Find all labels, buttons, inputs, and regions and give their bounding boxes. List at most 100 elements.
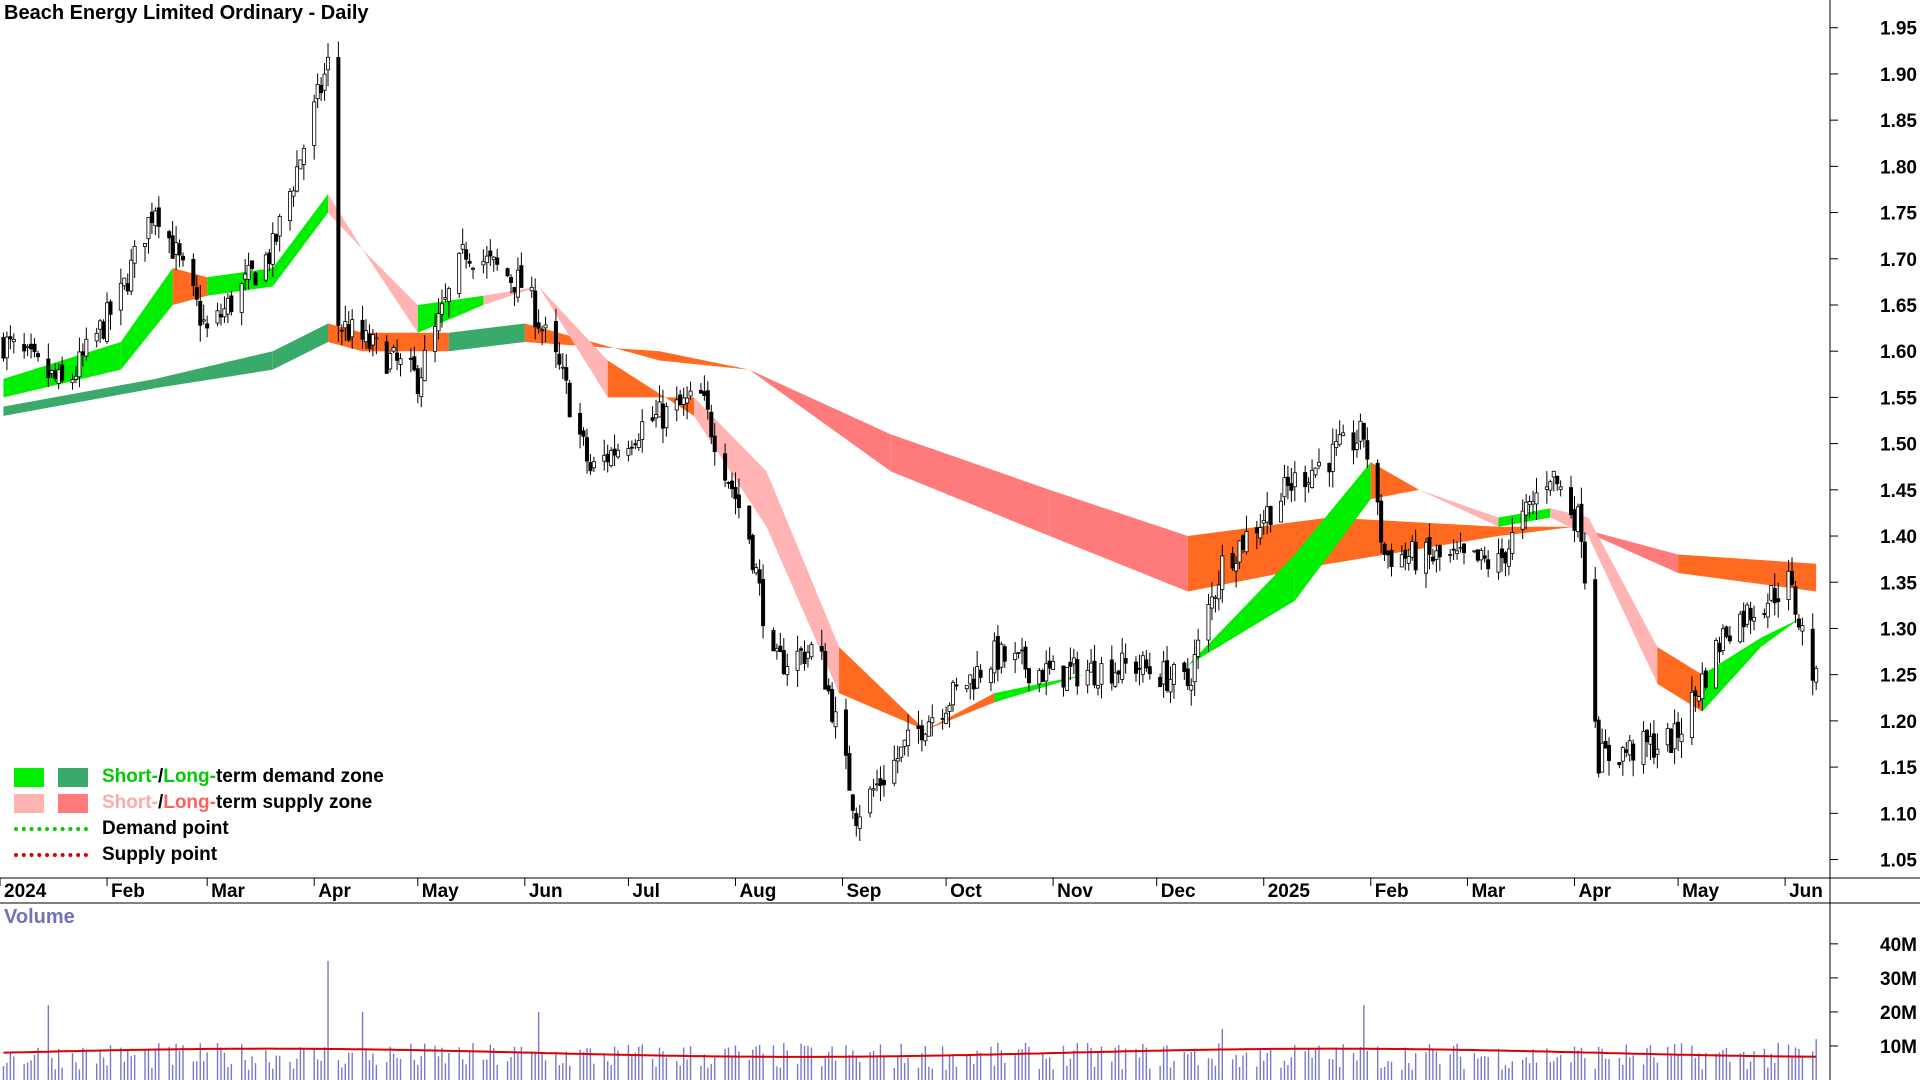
candle-body xyxy=(457,252,462,294)
candle-body xyxy=(995,635,1000,670)
long-term-zone-segment xyxy=(659,351,750,370)
candle-body xyxy=(253,272,258,286)
long-demand-swatch xyxy=(58,767,88,787)
short-term-zone-segment xyxy=(1760,619,1799,647)
candle-body xyxy=(1051,661,1056,670)
candle-body xyxy=(1472,550,1477,553)
y-tick-label: 1.05 xyxy=(1880,851,1917,872)
candle-body xyxy=(412,356,417,371)
candle-body xyxy=(1524,501,1529,516)
candle-body xyxy=(674,399,679,411)
candle-body xyxy=(629,446,634,449)
x-tick-label: Jul xyxy=(632,881,659,902)
legend-supply-rest: term supply zone xyxy=(215,792,373,813)
candle-body xyxy=(395,352,400,361)
candle-body xyxy=(1534,492,1539,505)
candle-body xyxy=(1769,585,1774,601)
y-tick-label: 1.95 xyxy=(1880,19,1917,40)
candle-body xyxy=(53,369,58,379)
candle-body xyxy=(312,101,317,146)
candle-body xyxy=(1696,696,1701,702)
candle-body xyxy=(1544,486,1549,490)
short-term-zone-segment xyxy=(272,194,329,287)
candle-body xyxy=(246,264,251,280)
candle-body xyxy=(1655,748,1660,755)
short-term-zone-segment xyxy=(120,268,173,370)
candle-body xyxy=(1237,540,1242,563)
candle-body xyxy=(923,733,928,742)
candle-body xyxy=(1037,670,1042,685)
candle-body xyxy=(616,449,621,458)
candle-body xyxy=(1765,602,1770,618)
candle-body xyxy=(906,729,911,747)
candle-body xyxy=(1075,659,1080,687)
candle-body xyxy=(685,397,690,404)
candle-body xyxy=(1569,487,1574,516)
candle-body xyxy=(153,210,158,227)
candle-body xyxy=(170,235,175,259)
candle-body xyxy=(1427,537,1432,555)
candle-body xyxy=(1116,670,1121,675)
candle-body xyxy=(198,300,203,326)
candle-body xyxy=(1603,740,1608,749)
candle-body xyxy=(1310,470,1315,488)
candle-body xyxy=(1292,472,1297,488)
candle-body xyxy=(1189,684,1194,691)
candle-body xyxy=(374,337,379,340)
candle-body xyxy=(536,322,541,329)
candle-body xyxy=(730,480,735,490)
candle-body xyxy=(360,319,365,340)
candle-body xyxy=(1230,552,1235,569)
candle-body xyxy=(80,351,85,356)
volume-average-line xyxy=(3,1047,1817,1058)
x-tick-label: Aug xyxy=(739,881,776,902)
candle-body xyxy=(180,255,185,261)
y-tick-label: 1.10 xyxy=(1880,804,1917,825)
candle-body xyxy=(1379,500,1384,543)
candle-body xyxy=(1403,549,1408,559)
candle-body xyxy=(433,326,438,352)
legend-supply-zone: Short- / Long-term supply zone xyxy=(14,790,384,816)
candle-body xyxy=(726,482,731,484)
candle-body xyxy=(1147,666,1152,675)
candle-body xyxy=(826,685,831,692)
price-plot xyxy=(1,41,1819,841)
candle-body xyxy=(1424,541,1429,574)
y-tick-label: 1.35 xyxy=(1880,573,1917,594)
candle-body xyxy=(799,648,804,651)
short-term-zone-segment xyxy=(1187,554,1295,666)
candle-body xyxy=(77,351,82,378)
candle-body xyxy=(29,343,34,350)
candle-body xyxy=(1496,553,1501,573)
candle-body xyxy=(664,406,669,429)
x-tick-label: Mar xyxy=(1471,881,1505,902)
candle-body xyxy=(850,794,855,811)
volume-tick-label: 10M xyxy=(1880,1037,1917,1058)
y-tick-label: 1.55 xyxy=(1880,388,1917,409)
candle-body xyxy=(270,233,275,265)
candle-body xyxy=(688,390,693,397)
candle-body xyxy=(1109,659,1114,684)
short-demand-swatch xyxy=(14,767,44,787)
y-tick-label: 1.70 xyxy=(1880,250,1917,271)
x-tick-label: Apr xyxy=(1578,881,1611,902)
legend-demand-short: Short- xyxy=(102,766,158,787)
candle-body xyxy=(1064,667,1069,691)
candle-body xyxy=(1413,541,1418,571)
candle-body xyxy=(757,569,762,584)
candle-body xyxy=(819,646,824,652)
short-term-zone-segment xyxy=(1370,462,1420,500)
candle-body xyxy=(1448,554,1453,556)
candle-body xyxy=(1679,733,1684,743)
candle-body xyxy=(1216,584,1221,600)
candle-body xyxy=(978,669,983,678)
candle-body xyxy=(1071,657,1076,665)
candle-body xyxy=(336,57,341,326)
candle-body xyxy=(315,83,320,99)
candle-body xyxy=(218,314,223,318)
candle-body xyxy=(1161,661,1166,685)
candle-body xyxy=(881,780,886,786)
long-supply-swatch xyxy=(58,793,88,813)
candle-body xyxy=(191,258,196,287)
candle-body xyxy=(215,310,220,324)
